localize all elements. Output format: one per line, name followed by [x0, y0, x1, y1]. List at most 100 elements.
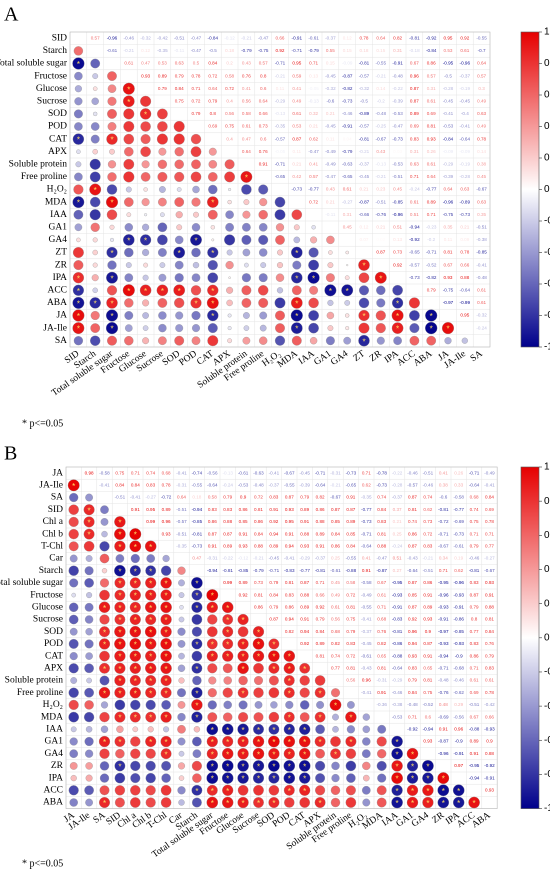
correlation-circle	[206, 296, 219, 309]
correlation-value: 0.82	[331, 641, 340, 646]
significance-marker: *	[226, 604, 229, 613]
correlation-circle	[129, 613, 141, 626]
correlation-value: -0.73	[346, 470, 357, 475]
correlation-circle	[223, 712, 233, 722]
correlation-value: -0.81	[409, 36, 420, 41]
correlation-value: -0.79	[241, 48, 252, 53]
correlation-circle	[208, 676, 217, 685]
correlation-value: 0.81	[377, 666, 386, 671]
correlation-value: 0.89	[162, 507, 171, 512]
correlation-value: 0.15	[326, 61, 335, 66]
correlation-circle	[222, 687, 233, 698]
correlation-circle	[225, 222, 234, 232]
correlation-circle	[192, 773, 202, 783]
correlation-circle	[283, 650, 296, 662]
correlation-value: -0.71	[275, 162, 286, 167]
correlation-value: 0.12	[343, 36, 352, 41]
correlation-circle	[298, 760, 311, 772]
correlation-value: 0.79	[223, 495, 232, 500]
correlation-value: 0.92	[269, 519, 278, 524]
row-label: SOD	[48, 109, 67, 119]
correlation-value: -0.64	[469, 483, 480, 488]
correlation-value: -0.94	[409, 225, 420, 230]
correlation-value: 0.71	[408, 714, 417, 719]
correlation-value: 0.56	[346, 678, 355, 683]
correlation-value: -0.75	[443, 212, 454, 217]
correlation-value: 0.61	[460, 48, 469, 53]
correlation-circle	[222, 614, 234, 625]
correlation-value: -0.5	[444, 73, 452, 78]
correlation-circle	[69, 627, 78, 636]
correlation-circle	[99, 748, 110, 759]
correlation-circle	[237, 662, 249, 675]
row-label: H₂O₂	[47, 185, 67, 195]
correlation-circle	[83, 541, 95, 552]
correlation-circle	[283, 748, 295, 760]
correlation-value: 0.78	[360, 36, 369, 41]
correlation-circle	[84, 615, 94, 624]
correlation-circle	[176, 187, 182, 192]
correlation-value: 0.27	[393, 568, 402, 573]
significance-marker: *	[149, 604, 152, 613]
significance-marker: *	[118, 604, 121, 613]
correlation-circle	[177, 627, 186, 636]
significance-marker: *	[457, 787, 460, 796]
correlation-circle	[161, 761, 171, 771]
significance-marker: *	[110, 325, 113, 334]
significance-marker: *	[242, 689, 245, 698]
correlation-value: 0.6	[260, 136, 267, 141]
correlation-circle	[345, 760, 357, 772]
significance-marker: *	[303, 750, 306, 759]
significance-marker: *	[303, 726, 306, 735]
correlation-circle	[376, 336, 385, 345]
correlation-circle	[391, 309, 404, 322]
correlation-value: 0.87	[269, 617, 278, 622]
row-label: SID	[48, 505, 63, 515]
correlation-value: 0.83	[346, 641, 355, 646]
correlation-circle	[207, 688, 217, 698]
correlation-circle	[107, 172, 117, 182]
correlation-value: 0.33	[454, 483, 463, 488]
correlation-circle	[330, 785, 341, 795]
correlation-value: 0.31	[410, 149, 419, 154]
correlation-circle	[274, 335, 286, 346]
significance-marker: *	[211, 787, 214, 796]
correlation-circle	[145, 687, 157, 699]
correlation-circle	[106, 246, 118, 259]
correlation-value: -0.29	[443, 162, 454, 167]
correlation-circle	[362, 725, 371, 734]
footnote: * p<=0.05	[22, 418, 63, 429]
correlation-circle	[275, 273, 285, 282]
correlation-value: -0.55	[346, 556, 357, 561]
correlation-value: -0.71	[275, 61, 286, 66]
correlation-circle	[226, 286, 234, 294]
correlation-circle	[114, 797, 125, 808]
correlation-circle	[123, 108, 135, 120]
correlation-circle	[270, 701, 278, 709]
significance-marker: *	[242, 738, 245, 747]
correlation-circle	[358, 297, 370, 309]
correlation-circle	[409, 335, 420, 346]
correlation-circle	[328, 250, 333, 255]
row-label: IPA	[49, 773, 64, 783]
significance-marker: *	[295, 312, 298, 321]
significance-marker: *	[303, 738, 306, 747]
correlation-circle	[191, 577, 203, 589]
correlation-circle	[177, 688, 186, 698]
correlation-circle	[124, 311, 134, 320]
correlation-circle	[174, 171, 185, 182]
correlation-value: 0.91	[423, 653, 432, 658]
correlation-circle	[444, 337, 452, 345]
correlation-circle	[163, 726, 170, 733]
significance-marker: *	[442, 775, 445, 784]
correlation-value: 0.86	[408, 531, 417, 536]
correlation-value: 0.64	[177, 495, 186, 500]
correlation-value: -0.64	[315, 483, 326, 488]
significance-marker: *	[362, 337, 365, 346]
correlation-circle	[406, 784, 419, 796]
correlation-circle	[311, 225, 316, 230]
correlation-value: -0.91	[453, 605, 464, 610]
panel-label: A	[4, 4, 19, 26]
correlation-value: -0.89	[359, 111, 370, 116]
correlation-circle	[72, 57, 85, 70]
